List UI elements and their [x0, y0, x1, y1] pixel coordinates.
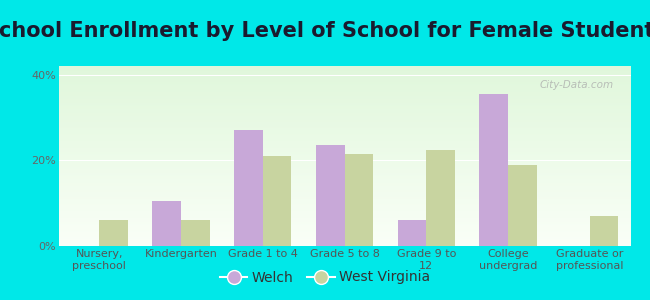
Legend: Welch, West Virginia: Welch, West Virginia: [214, 265, 436, 290]
Bar: [479, 94, 508, 246]
Text: City-Data.com: City-Data.com: [540, 80, 614, 90]
Bar: [316, 145, 344, 246]
Bar: [181, 220, 210, 246]
Bar: [263, 156, 291, 246]
Text: School Enrollment by Level of School for Female Students: School Enrollment by Level of School for…: [0, 21, 650, 41]
Bar: [153, 201, 181, 246]
Bar: [398, 220, 426, 246]
Bar: [508, 165, 536, 246]
Bar: [426, 150, 455, 246]
Bar: [234, 130, 263, 246]
Bar: [590, 216, 618, 246]
Bar: [99, 220, 128, 246]
Bar: [344, 154, 373, 246]
